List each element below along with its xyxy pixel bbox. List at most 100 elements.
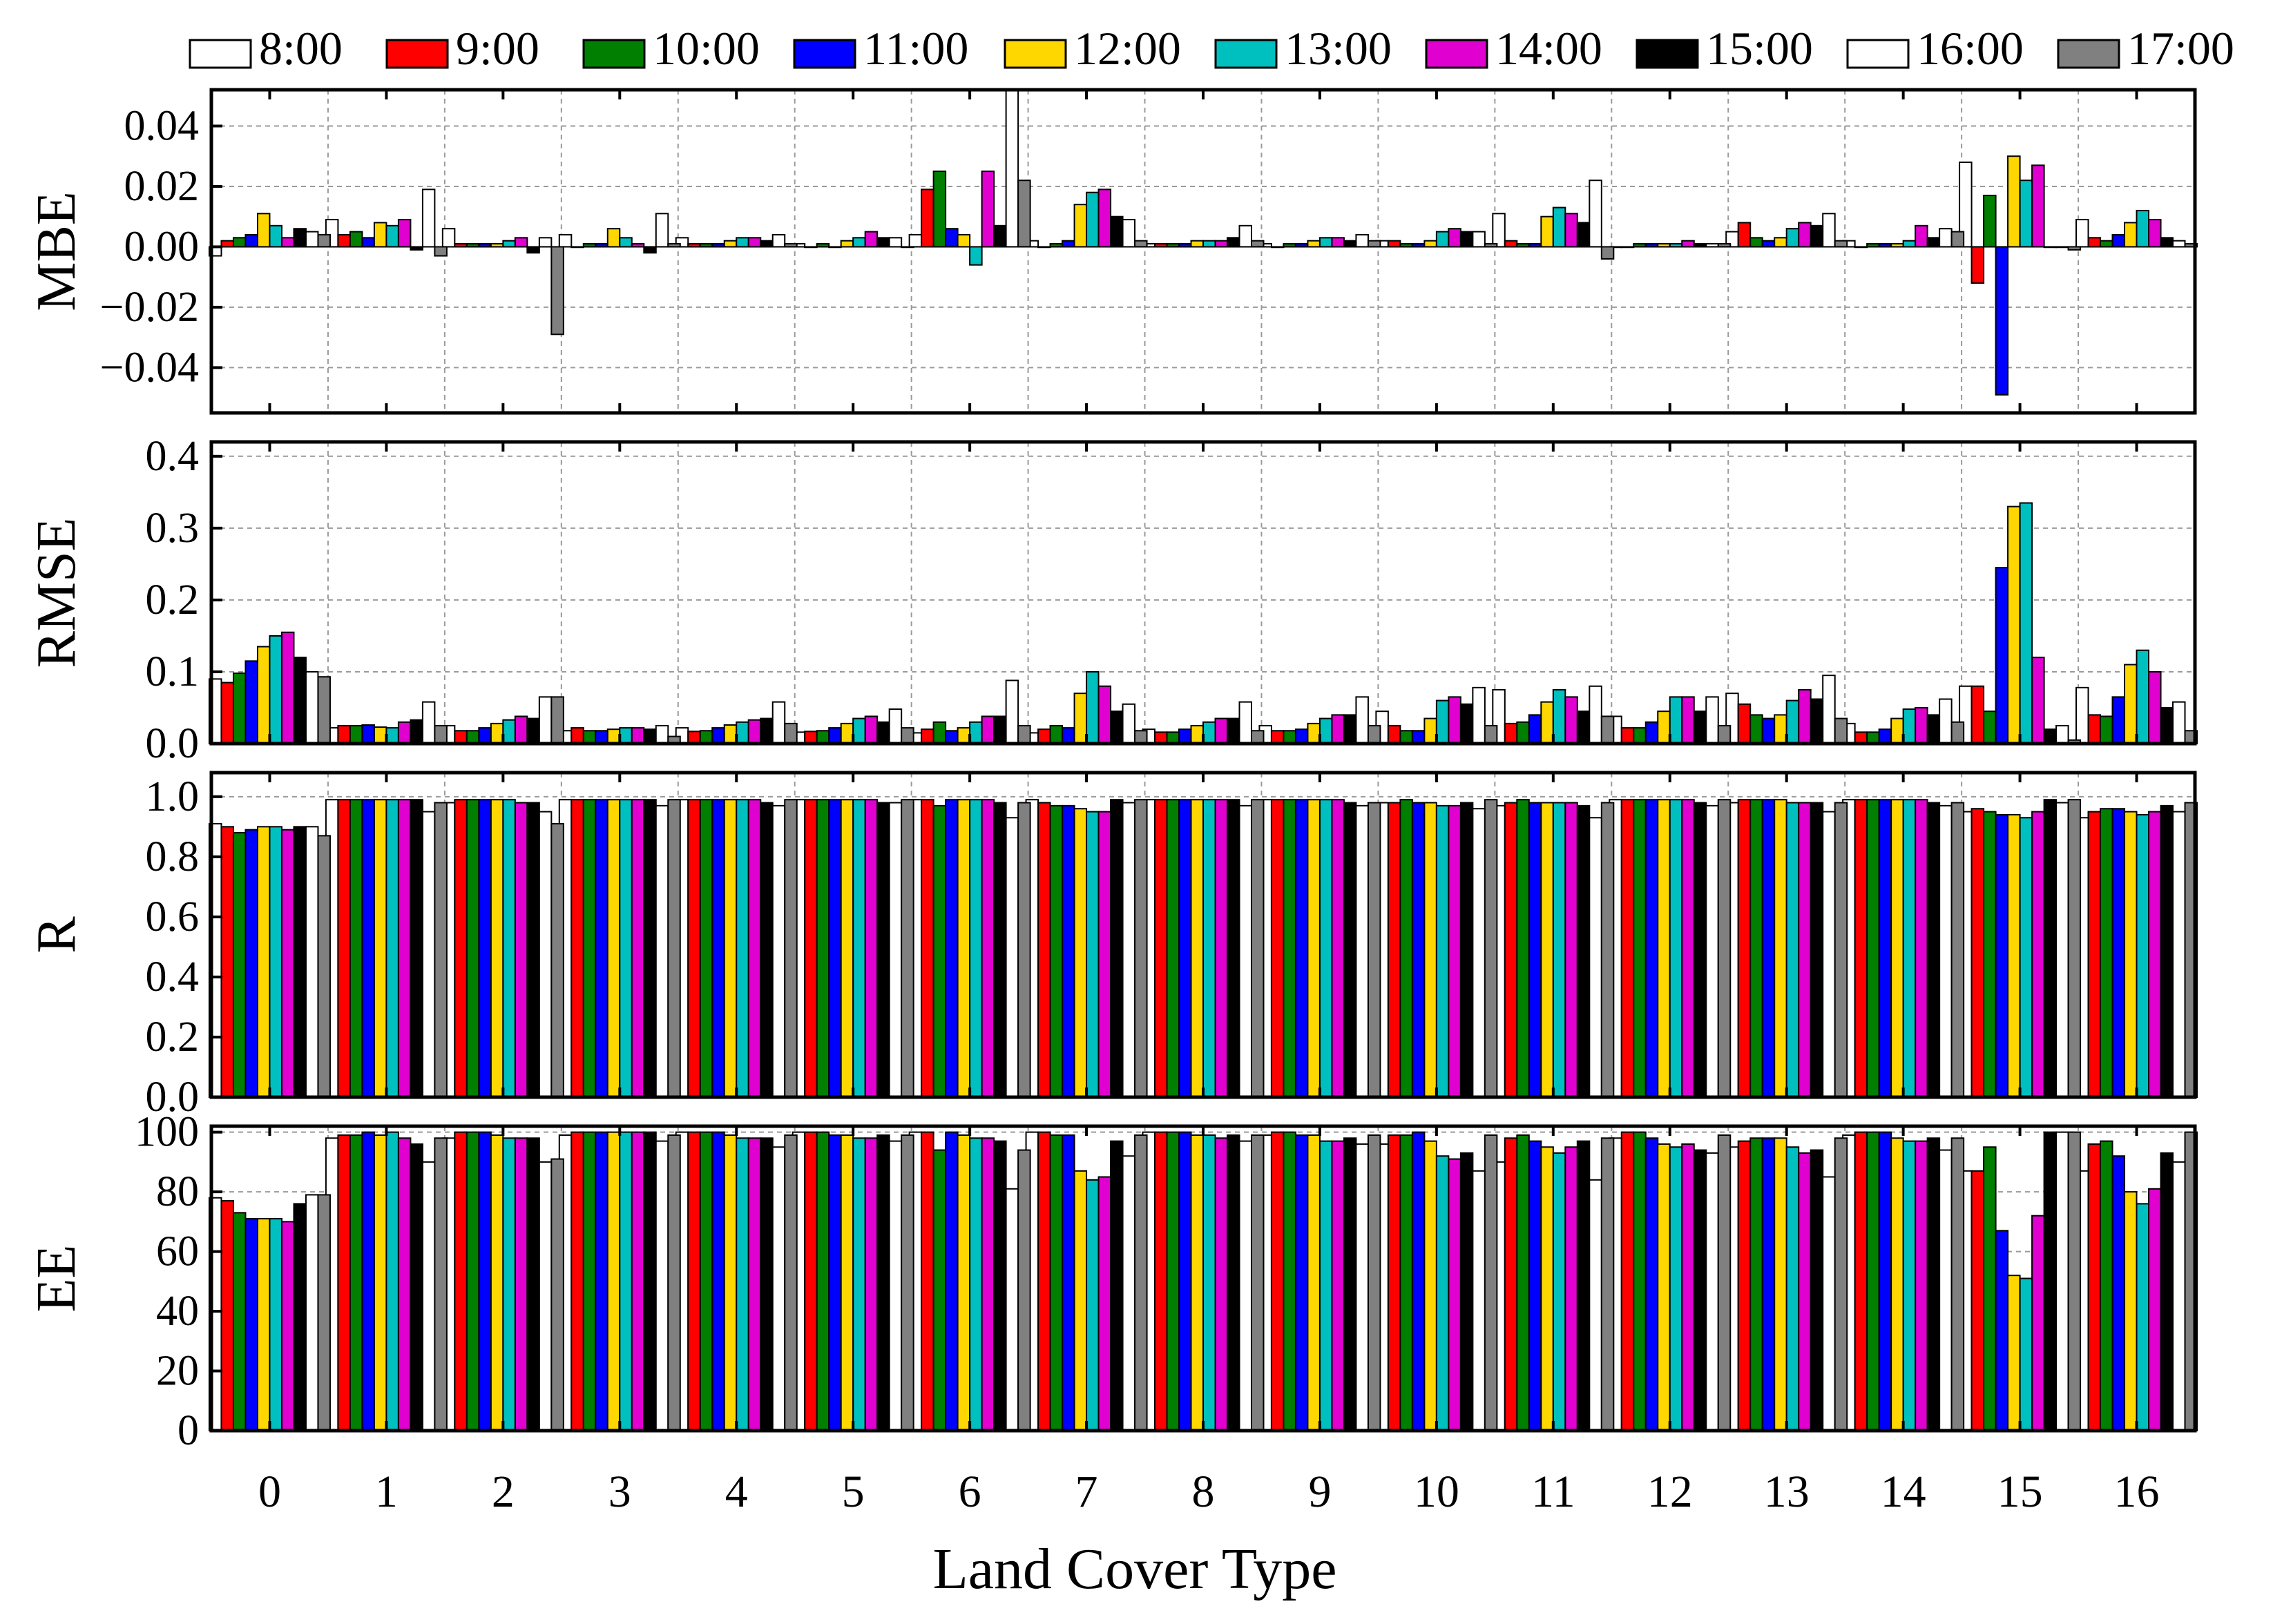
- bar-MBE-11:00-2: [478, 243, 492, 248]
- bar-RMSE-10:00-2: [466, 730, 480, 745]
- bar-EE-17:00-15: [2067, 1131, 2082, 1432]
- bar-R-14:00-3: [631, 799, 645, 1099]
- bar-EE-10:00-13: [1749, 1137, 1763, 1432]
- bar-R-13:00-9: [1318, 799, 1333, 1099]
- bar-MBE-12:00-3: [606, 228, 621, 248]
- bar-MBE-12:00-1: [373, 222, 387, 248]
- bar-R-14:00-5: [864, 799, 879, 1099]
- bar-MBE-9:00-3: [570, 246, 584, 249]
- bar-MBE-12:00-2: [490, 243, 504, 248]
- bar-EE-14:00-8: [1214, 1137, 1228, 1432]
- bar-EE-15:00-11: [1576, 1140, 1591, 1431]
- bar-EE-11:00-10: [1411, 1131, 1426, 1432]
- bar-EE-15:00-2: [526, 1137, 540, 1432]
- bar-RMSE-15:00-9: [1343, 714, 1357, 745]
- bar-MBE-8:00-2: [441, 228, 456, 248]
- bar-EE-15:00-9: [1343, 1137, 1357, 1432]
- bar-RMSE-17:00-7: [1134, 730, 1148, 745]
- bar-RMSE-13:00-12: [1669, 696, 1683, 744]
- bar-EE-14:00-1: [397, 1137, 412, 1432]
- bar-EE-11:00-8: [1178, 1131, 1192, 1432]
- bar-MBE-16:00-16: [2172, 240, 2186, 248]
- bar-RMSE-15:00-10: [1459, 703, 1474, 745]
- bar-MBE-9:00-13: [1737, 222, 1752, 248]
- bar-RMSE-9:00-6: [921, 728, 934, 744]
- bar-RMSE-12:00-11: [1540, 701, 1554, 745]
- bar-RMSE-13:00-0: [269, 635, 282, 744]
- bar-MBE-17:00-0: [317, 233, 331, 248]
- bar-R-11:00-11: [1528, 802, 1542, 1099]
- bar-R-17:00-5: [901, 799, 914, 1099]
- bar-R-16:00-7: [1122, 802, 1136, 1099]
- bar-R-13:00-7: [1086, 811, 1100, 1098]
- bar-RMSE-14:00-0: [280, 631, 295, 744]
- bar-MBE-10:00-11: [1516, 243, 1530, 248]
- bar-EE-17:00-4: [784, 1134, 798, 1431]
- bar-MBE-15:00-6: [993, 224, 1007, 248]
- bar-EE-9:00-6: [921, 1131, 934, 1432]
- bar-MBE-9:00-6: [921, 188, 934, 248]
- bar-MBE-13:00-13: [1785, 228, 1800, 248]
- bar-RMSE-13:00-14: [1902, 708, 1917, 745]
- bar-RMSE-11:00-7: [1062, 727, 1075, 744]
- bar-RMSE-15:00-5: [876, 721, 890, 745]
- bar-R-13:00-13: [1785, 802, 1800, 1099]
- bar-MBE-12:00-16: [2124, 222, 2138, 248]
- bar-R-12:00-10: [1423, 802, 1437, 1099]
- xtick-label-6: 6: [959, 1467, 981, 1517]
- bar-R-12:00-12: [1657, 799, 1671, 1099]
- bar-R-17:00-3: [667, 799, 681, 1099]
- bar-R-14:00-4: [747, 799, 762, 1099]
- bar-EE-15:00-0: [293, 1203, 307, 1432]
- bar-MBE-10:00-12: [1633, 243, 1647, 248]
- bar-R-16:00-0: [305, 826, 319, 1098]
- bar-R-14:00-8: [1214, 799, 1228, 1099]
- bar-MBE-11:00-6: [945, 228, 959, 248]
- bar-RMSE-11:00-14: [1878, 728, 1892, 744]
- bar-EE-16:00-15: [2055, 1131, 2069, 1432]
- bar-MBE-14:00-4: [747, 237, 762, 248]
- bar-RMSE-12:00-13: [1774, 714, 1787, 745]
- bar-MBE-9:00-16: [2087, 237, 2102, 248]
- bar-RMSE-10:00-5: [816, 730, 830, 745]
- bar-EE-11:00-4: [711, 1131, 725, 1432]
- bar-R-13:00-4: [736, 799, 749, 1099]
- bar-R-11:00-13: [1761, 799, 1776, 1099]
- bar-R-13:00-6: [969, 799, 983, 1099]
- bar-RMSE-14:00-16: [2148, 670, 2162, 745]
- bar-MBE-15:00-4: [760, 240, 774, 248]
- bar-EE-9:00-12: [1620, 1131, 1635, 1432]
- bar-R-13:00-3: [619, 799, 633, 1099]
- bar-R-15:00-0: [293, 826, 307, 1098]
- bar-R-11:00-10: [1411, 802, 1426, 1099]
- bar-MBE-11:00-8: [1178, 243, 1192, 248]
- bar-MBE-15:00-11: [1576, 222, 1591, 248]
- bar-RMSE-9:00-15: [1970, 685, 1985, 745]
- bar-MBE-11:00-15: [1995, 246, 2009, 396]
- bar-MBE-14:00-2: [514, 237, 528, 248]
- bar-RMSE-13:00-11: [1552, 688, 1566, 745]
- bar-EE-17:00-13: [1834, 1137, 1848, 1432]
- bar-R-13:00-15: [2019, 817, 2033, 1099]
- bar-R-13:00-0: [269, 826, 282, 1098]
- bar-MBE-8:00-15: [1959, 161, 1973, 248]
- bar-R-12:00-14: [1890, 799, 1904, 1099]
- bar-R-14:00-0: [280, 829, 295, 1098]
- bar-EE-16:00-9: [1355, 1143, 1369, 1431]
- bar-MBE-9:00-7: [1037, 246, 1051, 249]
- bar-EE-14:00-5: [864, 1137, 879, 1432]
- bar-RMSE-12:00-3: [606, 728, 621, 744]
- bar-RMSE-15:00-7: [1110, 710, 1124, 745]
- bar-R-11:00-14: [1878, 799, 1892, 1099]
- bar-EE-14:00-3: [631, 1131, 645, 1432]
- bar-R-17:00-8: [1251, 799, 1265, 1099]
- bar-MBE-12:00-6: [957, 233, 971, 248]
- bar-EE-13:00-4: [736, 1137, 749, 1432]
- bar-R-17:00-10: [1484, 799, 1498, 1099]
- bar-R-11:00-6: [945, 799, 959, 1099]
- bar-EE-16:00-13: [1822, 1176, 1836, 1431]
- ytick-label: 0.2: [146, 1014, 200, 1061]
- bar-MBE-13:00-8: [1202, 240, 1216, 248]
- bar-RMSE-16:00-15: [2055, 724, 2069, 744]
- bar-MBE-15:00-9: [1343, 240, 1357, 248]
